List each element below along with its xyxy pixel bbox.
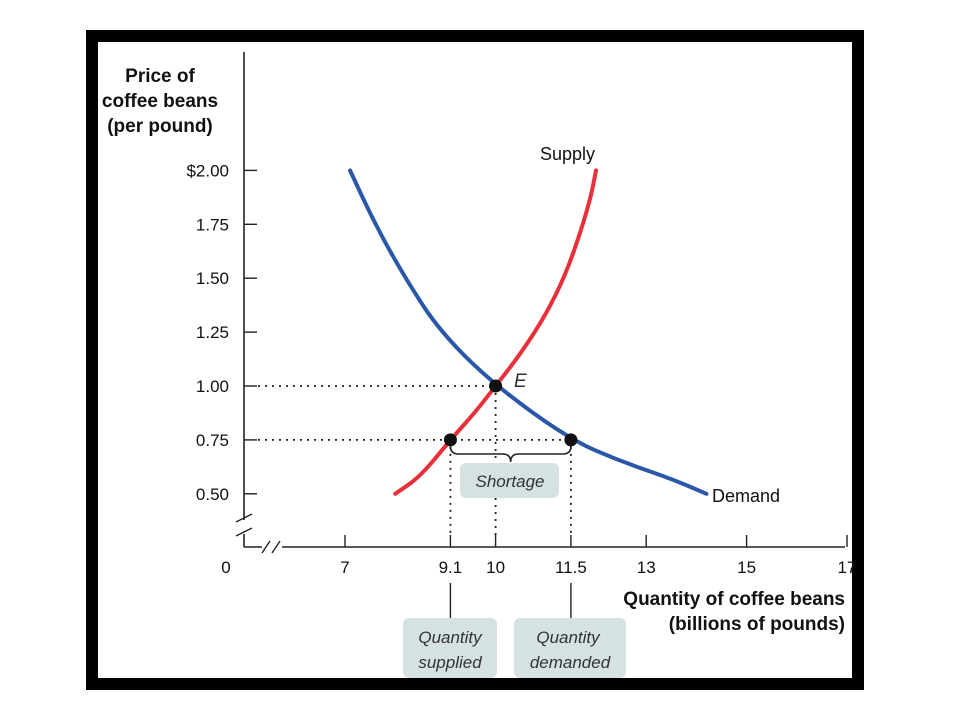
quantity-supplied-line-2: supplied — [418, 653, 482, 672]
y-axis-break-mark — [235, 527, 253, 537]
supply-curve — [393, 168, 598, 496]
quantity-demanded-line-1: Quantity — [536, 628, 601, 647]
y-tick-label: 1.50 — [196, 269, 229, 288]
quantity-supplied-box — [403, 618, 497, 678]
intersection-point — [564, 433, 578, 447]
x-tick-label: 13 — [637, 558, 656, 577]
y-axis-title-line-2: coffee beans — [102, 91, 218, 112]
x-tick-label: 11.5 — [555, 558, 587, 577]
x-tick-label: 10 — [486, 558, 505, 577]
quantity-demanded-line-2: demanded — [530, 653, 611, 672]
x-tick-label: 17 — [838, 558, 857, 577]
x-axis-break-mark — [261, 540, 271, 554]
x-tick-label: 9.1 — [439, 558, 463, 577]
shortage-label: Shortage — [476, 472, 545, 491]
y-axis-break-mark — [235, 513, 253, 523]
quantity-supplied-line-1: Quantity — [418, 628, 483, 647]
origin-label: 0 — [221, 558, 230, 577]
intersection-point — [443, 433, 457, 447]
equilibrium-label: E — [514, 371, 527, 392]
axes: $2.00 1.75 1.50 1.25 1.00 0.75 0.50 7 9.1 10 11.5 1… — [186, 52, 856, 577]
y-tick-label: 1.75 — [196, 215, 229, 234]
curves — [348, 168, 709, 496]
x-tick-label: 15 — [737, 558, 756, 577]
supply-label: Supply — [540, 144, 595, 164]
x-axis-break-mark — [271, 540, 281, 554]
x-axis-title-line-1: Quantity of coffee beans — [623, 589, 845, 610]
demand-label: Demand — [712, 486, 780, 506]
guide-lines — [258, 385, 572, 618]
y-axis-title-line-1: Price of — [125, 66, 195, 87]
shortage-box — [460, 463, 559, 498]
x-axis-title-line-2: (billions of pounds) — [669, 614, 845, 635]
quantity-demanded-box — [514, 618, 626, 678]
points — [443, 379, 578, 447]
chart-panel — [96, 40, 854, 680]
x-tick-label: 7 — [340, 558, 349, 577]
y-tick-label: 0.75 — [196, 431, 229, 450]
y-tick-label: $2.00 — [186, 161, 229, 180]
y-axis-title-line-3: (per pound) — [107, 116, 213, 137]
y-tick-label: 0.50 — [196, 485, 229, 504]
y-tick-label: 1.00 — [196, 377, 229, 396]
demand-curve — [348, 168, 709, 496]
shortage-brace — [449, 445, 572, 463]
equilibrium-point — [489, 379, 503, 393]
y-tick-label: 1.25 — [196, 323, 229, 342]
